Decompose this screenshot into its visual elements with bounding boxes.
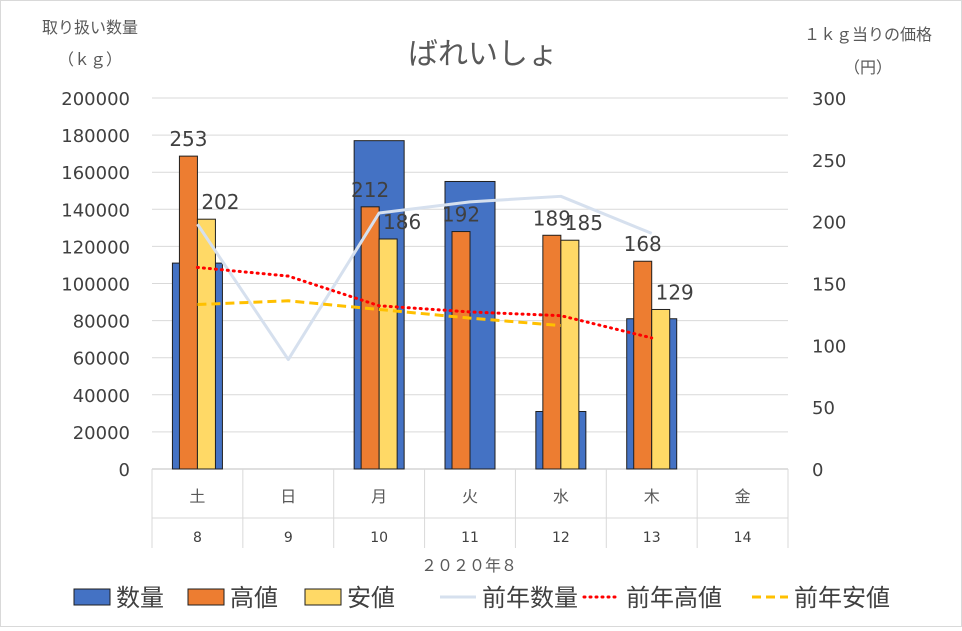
y-left-tick-label: 180000 — [61, 126, 130, 147]
data-label-high: 212 — [351, 178, 389, 202]
bar-low — [560, 239, 580, 470]
data-label-low: 202 — [201, 190, 239, 214]
legend-swatch — [187, 588, 225, 606]
legend-label: 安値 — [347, 584, 395, 612]
y-left-tick-label: 120000 — [61, 237, 130, 258]
y-right-tick-label: 250 — [812, 151, 846, 172]
bar-low — [196, 218, 216, 470]
legend-label: 数量 — [116, 584, 164, 612]
data-label-high: 192 — [442, 203, 480, 227]
bar-low — [651, 308, 671, 470]
y-right-label-line1: １ｋｇ当りの価格 — [804, 25, 932, 44]
x-tick-day: 11 — [461, 530, 479, 546]
data-label-low: 129 — [656, 280, 694, 304]
bar-high — [360, 206, 380, 470]
y-left-tick-label: 20000 — [73, 423, 130, 444]
data-label-low: 186 — [383, 210, 421, 234]
y-left-tick-label: 0 — [119, 460, 130, 481]
x-axis-label: ２０２０年８ — [421, 556, 517, 575]
data-label-high: 189 — [533, 206, 571, 230]
legend-swatch — [73, 588, 111, 606]
y-left-tick-label: 140000 — [61, 200, 130, 221]
data-label-high: 168 — [624, 232, 662, 256]
y-left-tick-label: 60000 — [73, 349, 130, 370]
y-right-label-line2: （円） — [844, 58, 892, 77]
x-tick-weekday: 月 — [371, 487, 387, 506]
legend-swatch — [304, 588, 342, 606]
y-right-tick-label: 0 — [812, 460, 823, 481]
x-tick-day: 12 — [552, 530, 570, 546]
y-left-label-line1: 取り扱い数量 — [42, 18, 138, 37]
x-tick-day: 9 — [284, 530, 293, 546]
line-prev-quantity — [196, 194, 653, 362]
legend-label: 前年安値 — [794, 584, 890, 612]
y-right-tick-label: 100 — [812, 336, 846, 357]
x-tick-weekday: 金 — [735, 487, 751, 506]
legend-label: 前年数量 — [482, 584, 578, 612]
y-left-label-line2: （ｋｇ） — [58, 50, 122, 69]
y-left-tick-label: 160000 — [61, 163, 130, 184]
axes: 0 20000 40000 60000 80000 100000 120000 140000 1… — [61, 89, 846, 548]
line-prev-high — [195, 265, 654, 340]
y-left-tick-label: 100000 — [61, 275, 130, 296]
x-tick-day: 14 — [734, 530, 752, 546]
chart-title: ばれいしょ — [408, 37, 558, 72]
data-label-high: 253 — [169, 127, 207, 151]
y-left-tick-label: 80000 — [73, 312, 130, 333]
x-tick-weekday: 木 — [644, 487, 660, 506]
line-prev-low — [197, 299, 561, 328]
y-right-tick-label: 50 — [812, 398, 835, 419]
bar-high — [178, 155, 198, 470]
y-right-tick-label: 200 — [812, 213, 846, 234]
x-tick-weekday: 水 — [553, 487, 569, 506]
x-tick-weekday: 日 — [280, 487, 296, 506]
legend: 数量 高値 安値 前年数量 前年高値 前年安値 — [73, 584, 890, 612]
line-series — [195, 194, 654, 362]
y-left-tick-label: 40000 — [73, 386, 130, 407]
bar-high — [451, 231, 471, 470]
bar-low — [378, 238, 398, 470]
x-tick-weekday: 土 — [189, 487, 205, 506]
y-right-tick-label: 300 — [812, 89, 846, 110]
x-tick-day: 10 — [370, 530, 388, 546]
x-tick-weekday: 火 — [462, 487, 478, 506]
y-left-tick-label: 200000 — [61, 89, 130, 110]
y-right-tick-label: 150 — [812, 275, 846, 296]
legend-label: 前年高値 — [626, 584, 722, 612]
data-label-low: 185 — [565, 211, 603, 235]
legend-label: 高値 — [230, 584, 278, 612]
x-tick-day: 13 — [643, 530, 661, 546]
x-tick-day: 8 — [193, 530, 202, 546]
bar-high — [542, 234, 562, 470]
bar-high — [633, 260, 653, 470]
